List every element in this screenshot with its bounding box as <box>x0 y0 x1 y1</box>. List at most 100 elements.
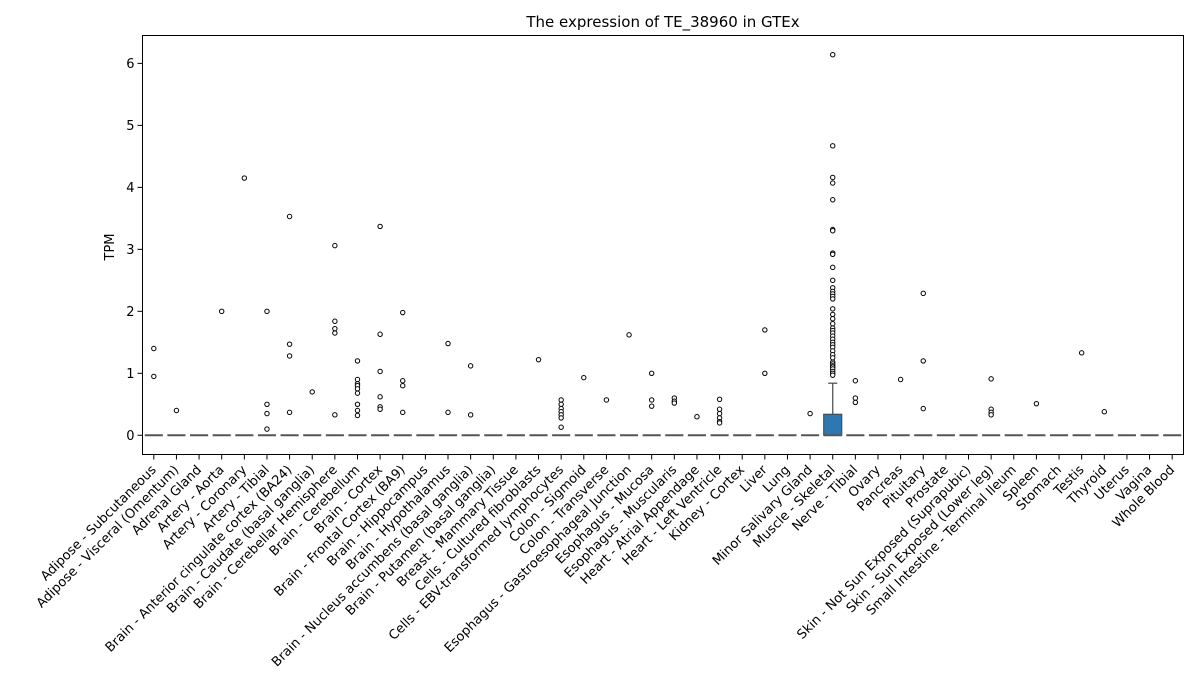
outlier-point <box>332 242 338 249</box>
outlier-point <box>830 321 836 327</box>
outlier-point <box>151 373 157 380</box>
box-group <box>1095 409 1114 437</box>
outlier-point <box>1033 400 1040 407</box>
outlier-point <box>603 397 610 403</box>
box-group <box>914 290 933 437</box>
outlier-point <box>264 401 270 407</box>
outlier-point <box>400 382 406 389</box>
outlier-point <box>648 370 655 377</box>
box-group <box>620 332 639 437</box>
outlier-point <box>400 409 406 416</box>
outlier-point <box>830 174 836 181</box>
box-group <box>891 376 910 437</box>
outlier-point <box>286 353 293 359</box>
outlier-point <box>807 410 813 417</box>
box-group <box>823 52 843 437</box>
outlier-point <box>558 397 564 403</box>
outlier-point <box>830 311 836 318</box>
outlier-point <box>377 331 383 337</box>
outlier-point <box>671 400 678 406</box>
y-tick-label: 3 <box>126 243 134 258</box>
outlier-point <box>241 175 248 181</box>
y-axis-label: TPM <box>103 234 118 262</box>
outlier-point <box>377 368 383 375</box>
box-group <box>144 345 163 437</box>
outlier-point <box>830 180 836 186</box>
box-group <box>303 389 322 437</box>
y-tick-label: 2 <box>126 305 134 320</box>
outlier-point <box>332 330 338 336</box>
box-group <box>212 308 231 437</box>
plot-area <box>144 52 1182 437</box>
box-group <box>1027 400 1046 437</box>
outlier-point <box>830 52 836 58</box>
outlier-point <box>467 363 474 369</box>
chart-title: The expression of TE_38960 in GTEx <box>525 13 799 32</box>
box-group <box>371 223 390 437</box>
outlier-point <box>897 376 904 383</box>
outlier-point <box>400 309 406 316</box>
outlier-point <box>558 401 564 407</box>
y-tick-label: 5 <box>126 119 134 134</box>
box-group <box>461 363 480 437</box>
outlier-point <box>920 358 926 364</box>
outlier-point <box>762 327 768 333</box>
box-group <box>710 396 729 437</box>
outlier-point <box>920 290 926 297</box>
outlier-point <box>988 376 994 382</box>
box-group <box>235 175 254 437</box>
outlier-point <box>354 401 361 407</box>
outlier-point <box>377 406 383 412</box>
outlier-point <box>852 395 859 401</box>
outlier-point <box>716 406 723 412</box>
y-axis: 0 1 2 3 4 5 6 <box>126 57 143 444</box>
outlier-point <box>354 386 361 392</box>
outlier-point <box>988 412 994 418</box>
outlier-point <box>830 355 836 361</box>
outlier-point <box>354 407 361 414</box>
outlier-point <box>467 412 474 418</box>
box-group <box>167 407 186 437</box>
outlier-point <box>716 396 723 403</box>
outlier-point <box>830 228 836 234</box>
outlier-point <box>377 223 383 230</box>
outlier-point <box>354 358 361 364</box>
outlier-point <box>354 412 361 419</box>
outlier-point <box>830 372 836 378</box>
outlier-point <box>332 318 338 324</box>
outlier-point <box>286 213 293 220</box>
outlier-point <box>648 403 655 409</box>
outlier-point <box>852 399 859 406</box>
y-tick-label: 6 <box>126 57 134 72</box>
box-group <box>325 242 344 437</box>
box-group <box>665 395 684 437</box>
outlier-point <box>219 308 225 315</box>
box-group <box>846 378 865 437</box>
outlier-point <box>558 415 564 421</box>
outlier-point <box>332 412 338 418</box>
box-group <box>642 370 661 437</box>
outlier-point <box>309 389 315 395</box>
outlier-point <box>694 413 700 420</box>
outlier-point <box>332 325 338 332</box>
box-group <box>597 397 616 437</box>
outlier-point <box>1101 409 1107 415</box>
outlier-point <box>173 407 180 414</box>
outlier-point <box>830 277 836 284</box>
outlier-point <box>377 394 383 400</box>
outlier-point <box>830 143 836 149</box>
outlier-point <box>445 340 451 347</box>
outlier-point <box>264 426 270 432</box>
box-group <box>687 413 706 437</box>
outlier-point <box>400 378 406 384</box>
outlier-point <box>354 390 361 396</box>
outlier-point <box>151 345 157 352</box>
box-group <box>574 374 593 437</box>
box <box>823 413 843 436</box>
box-group <box>982 376 1001 437</box>
box-group <box>801 410 820 437</box>
box-group <box>438 340 458 437</box>
outlier-point <box>558 424 564 430</box>
